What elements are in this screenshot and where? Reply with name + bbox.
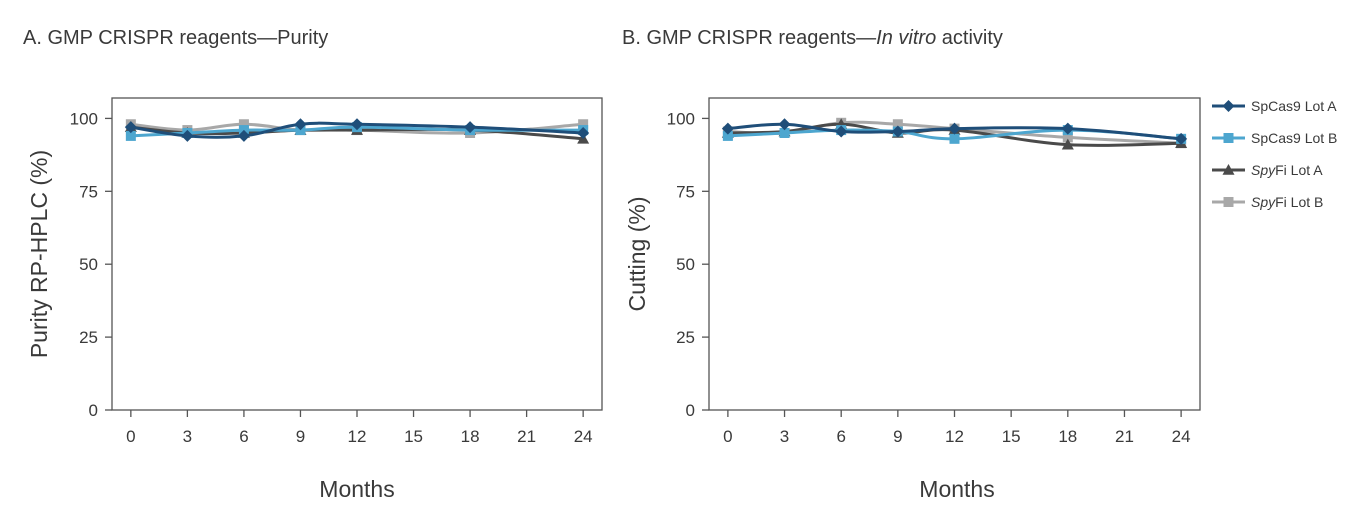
- data-point: [721, 122, 734, 135]
- x-tick-label: 24: [1172, 427, 1191, 446]
- y-tick-label: 100: [70, 109, 98, 128]
- legend-label: SpyFi Lot B: [1251, 194, 1323, 210]
- legend-marker: [1223, 133, 1234, 143]
- chart-b-title-suffix: activity: [936, 27, 1003, 49]
- legend-marker: [1222, 164, 1235, 175]
- x-tick-label: 15: [404, 427, 423, 446]
- x-tick-label: 12: [945, 427, 964, 446]
- x-tick-label: 0: [126, 427, 135, 446]
- legend: SpCas9 Lot A SpCas9 Lot B SpyFi Lot A SpyFi…: [1212, 98, 1337, 210]
- x-tick-label: 3: [780, 427, 789, 446]
- chart-b-title: B. GMP CRISPR reagents—In vitro activity: [622, 27, 1003, 50]
- y-tick-label: 0: [686, 401, 695, 420]
- x-tick-label: 21: [1115, 427, 1134, 446]
- data-point: [238, 119, 249, 130]
- data-point: [891, 125, 904, 138]
- y-tick-label: 50: [79, 255, 98, 274]
- x-tick-label: 12: [348, 427, 367, 446]
- legend-item: SpyFi Lot A: [1212, 162, 1323, 178]
- y-tick-label: 25: [676, 328, 695, 347]
- chart-b-title-prefix: B. GMP CRISPR reagents—: [622, 27, 877, 49]
- x-tick-label: 9: [893, 427, 902, 446]
- chart-b: 0 25 50 75 100 0 3 6 9 12 15 18 21 24 Months Cutting (%…: [624, 97, 1201, 502]
- legend-item: SpyFi Lot B: [1212, 194, 1323, 210]
- y-tick-label: 25: [79, 328, 98, 347]
- data-point: [722, 130, 733, 141]
- y-tick-label: 50: [676, 255, 695, 274]
- data-point: [1061, 138, 1074, 150]
- data-point: [1175, 132, 1188, 145]
- data-point: [1061, 122, 1074, 135]
- y-tick-label: 75: [676, 182, 695, 201]
- legend-label: SpCas9 Lot A: [1251, 98, 1337, 114]
- series-spcas9-lot-a: [721, 118, 1188, 145]
- data-point: [237, 129, 250, 142]
- legend-item: SpCas9 Lot B: [1212, 130, 1337, 146]
- legend-item: SpCas9 Lot A: [1212, 98, 1337, 114]
- data-point: [181, 129, 194, 142]
- y-axis-label: Cutting (%): [624, 196, 650, 311]
- data-point: [577, 126, 590, 139]
- legend-marker: [1222, 100, 1235, 112]
- legend-label: SpyFi Lot A: [1251, 162, 1323, 178]
- data-point: [892, 119, 903, 130]
- data-point: [779, 127, 790, 138]
- data-point: [578, 119, 589, 130]
- x-tick-label: 6: [836, 427, 845, 446]
- y-tick-label: 100: [667, 109, 695, 128]
- x-tick-label: 6: [239, 427, 248, 446]
- plot-frame: [111, 97, 603, 411]
- x-tick-label: 18: [461, 427, 480, 446]
- data-point: [351, 118, 363, 131]
- legend-label: SpCas9 Lot B: [1251, 130, 1337, 146]
- x-tick-label: 21: [517, 427, 536, 446]
- chart-b-title-italic: In vitro: [876, 27, 937, 49]
- y-tick-label: 0: [89, 401, 98, 420]
- x-tick-label: 9: [296, 427, 305, 446]
- series-spcas9-lot-a: [124, 118, 590, 142]
- data-point: [124, 121, 137, 134]
- x-tick-label: 3: [183, 427, 192, 446]
- data-point: [125, 130, 136, 141]
- x-axis-label: Months: [919, 476, 994, 502]
- x-axis-label: Months: [319, 476, 394, 502]
- y-axis-label: Purity RP-HPLC (%): [26, 150, 52, 358]
- chart-a-title: A. GMP CRISPR reagents—Purity: [23, 27, 329, 49]
- data-point: [778, 118, 791, 131]
- data-point: [294, 118, 307, 131]
- x-tick-label: 15: [1002, 427, 1021, 446]
- x-tick-label: 0: [723, 427, 732, 446]
- y-tick-label: 75: [79, 182, 98, 201]
- data-point: [464, 121, 477, 134]
- data-point: [948, 122, 961, 135]
- chart-a: 0 25 50 75 100 0 3 6 9 12 15 18 21 24 Months Purity RP-…: [26, 97, 603, 502]
- data-point: [1062, 132, 1073, 143]
- legend-marker: [1223, 197, 1234, 207]
- data-point: [949, 133, 960, 144]
- data-point: [835, 125, 848, 138]
- x-tick-label: 24: [574, 427, 593, 446]
- x-tick-label: 18: [1058, 427, 1077, 446]
